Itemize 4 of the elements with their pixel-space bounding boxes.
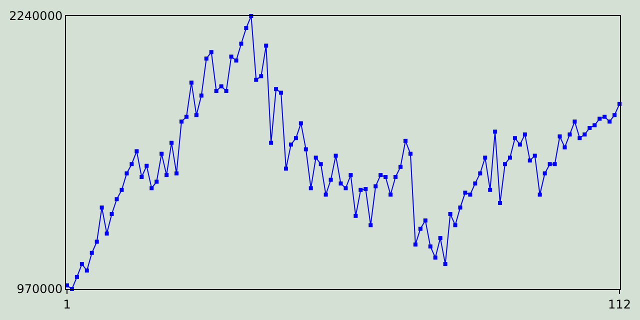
x-tick-label: 1 <box>63 297 71 312</box>
y-tick-label: 2240000 <box>9 9 63 24</box>
x-tick-label: 112 <box>608 297 631 312</box>
y-tick-label: 970000 <box>16 282 63 296</box>
